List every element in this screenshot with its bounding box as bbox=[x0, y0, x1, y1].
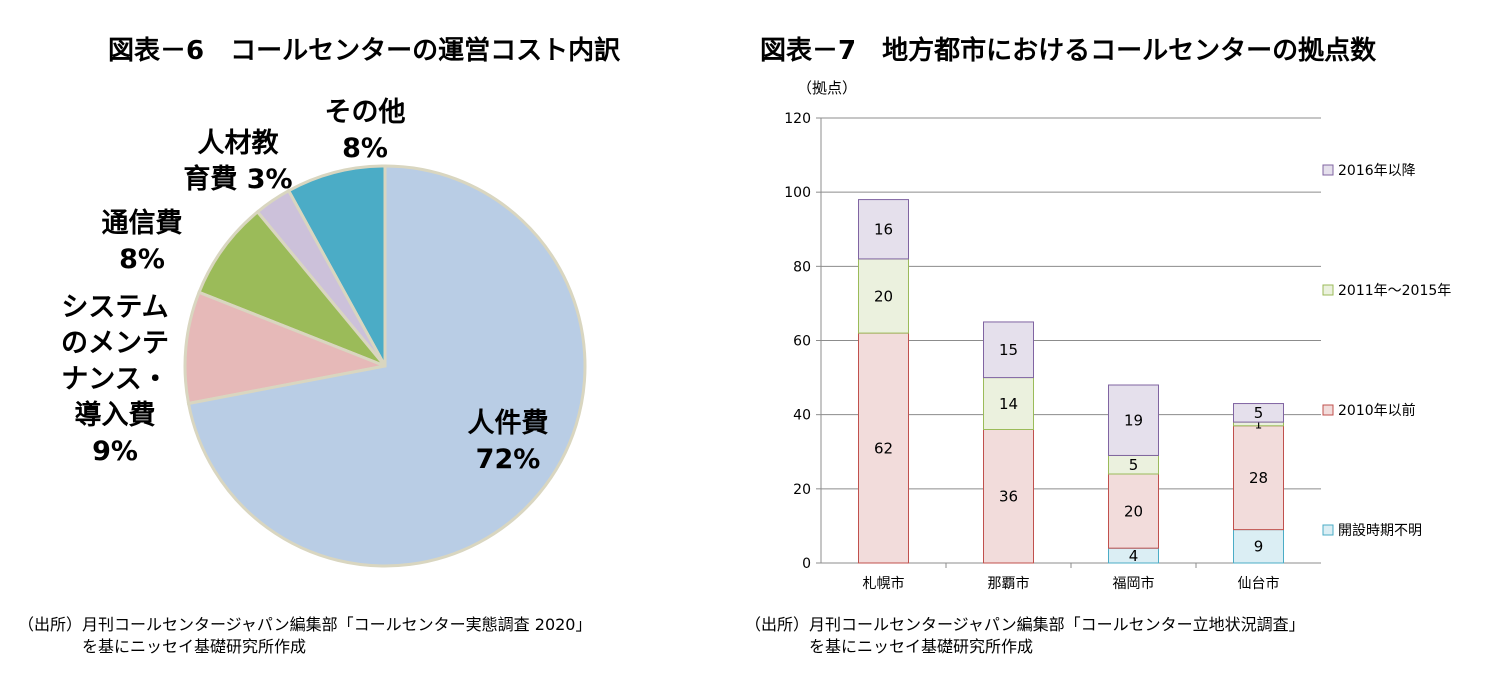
bar-value-label: 1 bbox=[1255, 417, 1263, 431]
x-tick-label: 福岡市 bbox=[1113, 575, 1155, 592]
x-tick-label: 札幌市 bbox=[863, 575, 905, 592]
pie-label-3: システムのメンテナンス・導入費 9% bbox=[61, 292, 169, 467]
pie-chart: その他 8% 人材教育費 3%通信費 8% システムのメンテナンス・導入費 9% 人件費 72… bbox=[61, 97, 587, 568]
y-tick-label: 100 bbox=[784, 185, 811, 201]
y-axis-unit: （拠点） bbox=[797, 79, 857, 97]
bar-segment bbox=[858, 258, 909, 334]
pie-slice-0 bbox=[286, 164, 387, 367]
bar-segment bbox=[983, 377, 1034, 431]
bar-value-label: 20 bbox=[1124, 502, 1143, 520]
legend-label: 開設時期不明 bbox=[1338, 523, 1422, 539]
x-tick-label: 那覇市 bbox=[988, 575, 1030, 592]
y-tick-label: 60 bbox=[793, 334, 811, 350]
bar-value-label: 5 bbox=[1129, 456, 1139, 474]
x-tick-label: 仙台市 bbox=[1238, 575, 1280, 592]
pie-label-0: その他 8% bbox=[325, 97, 406, 164]
bar-value-label: 19 bbox=[1124, 412, 1143, 430]
left-chart-title: 図表－6 コールセンターの運営コスト内訳 bbox=[108, 36, 621, 66]
pie-slice-3 bbox=[183, 290, 391, 406]
bar-segment bbox=[858, 332, 909, 564]
bar-value-label: 15 bbox=[999, 341, 1018, 359]
left-chart-source: （出所）月刊コールセンタージャパン編集部「コールセンター実態調査 2020」 を… bbox=[18, 614, 592, 658]
pie-slice-2 bbox=[197, 209, 387, 368]
y-tick-label: 0 bbox=[802, 556, 811, 572]
legend-swatch bbox=[1322, 404, 1334, 416]
left-source-line2: を基にニッセイ基礎研究所作成 bbox=[82, 637, 307, 656]
y-tick-label: 120 bbox=[784, 111, 811, 127]
bar-value-label: 28 bbox=[1249, 469, 1268, 487]
legend-swatch bbox=[1322, 524, 1334, 536]
legend-label: 2011年～2015年 bbox=[1338, 283, 1451, 299]
legend-label: 2016年以降 bbox=[1338, 163, 1416, 179]
legend-swatch bbox=[1322, 284, 1334, 296]
bar-value-label: 14 bbox=[999, 395, 1018, 413]
pie-label-4: 人件費 72% bbox=[468, 408, 549, 475]
bar-segment bbox=[1108, 384, 1159, 456]
stacked-bar-chart: （拠点）020406080100120622016札幌市361415那覇市420… bbox=[784, 79, 1451, 592]
pie-label-2: 通信費 8% bbox=[102, 208, 183, 275]
right-chart-source: （出所）月刊コールセンタージャパン編集部「コールセンター立地状況調査」 を基にニ… bbox=[745, 614, 1305, 658]
right-source-line1: （出所）月刊コールセンタージャパン編集部「コールセンター立地状況調査」 bbox=[745, 615, 1305, 634]
bar-value-label: 20 bbox=[874, 287, 893, 305]
bar-segment bbox=[858, 199, 909, 260]
legend-swatch bbox=[1322, 164, 1334, 176]
y-tick-label: 80 bbox=[793, 259, 811, 275]
bar-value-label: 16 bbox=[874, 221, 893, 239]
y-tick-label: 40 bbox=[793, 408, 811, 424]
right-chart-title: 図表－7 地方都市におけるコールセンターの拠点数 bbox=[760, 36, 1377, 66]
bar-value-label: 5 bbox=[1254, 404, 1264, 422]
right-source-line2: を基にニッセイ基礎研究所作成 bbox=[809, 637, 1034, 656]
bar-segment bbox=[983, 321, 1034, 379]
pie-label-1: 人材教育費 3% bbox=[183, 128, 292, 195]
bar-value-label: 9 bbox=[1254, 538, 1264, 556]
bar-segment bbox=[983, 429, 1034, 564]
left-source-line1: （出所）月刊コールセンタージャパン編集部「コールセンター実態調査 2020」 bbox=[18, 615, 592, 634]
bar-value-label: 4 bbox=[1129, 547, 1139, 565]
bar-value-label: 62 bbox=[874, 439, 893, 457]
bar-segment bbox=[1233, 403, 1284, 423]
y-tick-label: 20 bbox=[793, 482, 811, 498]
bar-segment bbox=[1108, 473, 1159, 549]
pie-slice-4 bbox=[186, 164, 587, 568]
legend-label: 2010年以前 bbox=[1338, 402, 1416, 419]
bar-value-label: 36 bbox=[999, 488, 1018, 506]
